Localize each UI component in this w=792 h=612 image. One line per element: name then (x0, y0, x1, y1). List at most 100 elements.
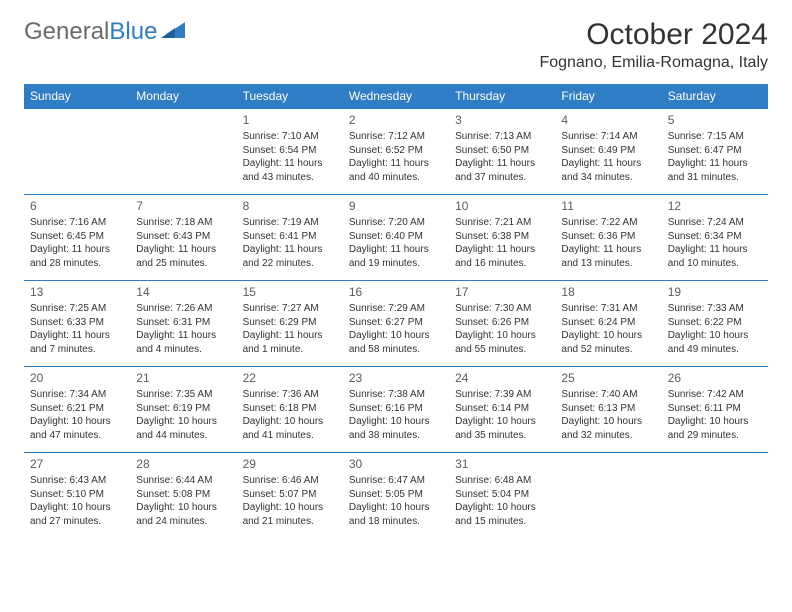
calendar-day-cell: 19Sunrise: 7:33 AMSunset: 6:22 PMDayligh… (662, 281, 768, 367)
calendar-day-cell: 23Sunrise: 7:38 AMSunset: 6:16 PMDayligh… (343, 367, 449, 453)
sunrise-label: Sunrise: 7:10 AM (243, 130, 337, 144)
sunrise-label: Sunrise: 7:19 AM (243, 216, 337, 230)
daylight-label: Daylight: 11 hours and 19 minutes. (349, 243, 443, 270)
calendar-day-cell: 14Sunrise: 7:26 AMSunset: 6:31 PMDayligh… (130, 281, 236, 367)
day-number: 28 (136, 456, 230, 472)
sunset-label: Sunset: 5:10 PM (30, 488, 124, 502)
sunset-label: Sunset: 6:52 PM (349, 144, 443, 158)
sunset-label: Sunset: 6:22 PM (668, 316, 762, 330)
daylight-label: Daylight: 10 hours and 44 minutes. (136, 415, 230, 442)
calendar-header-cell: Sunday (24, 84, 130, 109)
calendar-day-cell: 10Sunrise: 7:21 AMSunset: 6:38 PMDayligh… (449, 195, 555, 281)
day-number: 31 (455, 456, 549, 472)
sunrise-label: Sunrise: 7:40 AM (561, 388, 655, 402)
sunset-label: Sunset: 5:05 PM (349, 488, 443, 502)
calendar-week-row: 1Sunrise: 7:10 AMSunset: 6:54 PMDaylight… (24, 109, 768, 195)
sunrise-label: Sunrise: 7:29 AM (349, 302, 443, 316)
header: GeneralBlue October 2024 Fognano, Emilia… (24, 18, 768, 72)
calendar-body: 1Sunrise: 7:10 AMSunset: 6:54 PMDaylight… (24, 109, 768, 539)
sunset-label: Sunset: 6:54 PM (243, 144, 337, 158)
calendar-day-cell: 26Sunrise: 7:42 AMSunset: 6:11 PMDayligh… (662, 367, 768, 453)
day-number: 19 (668, 284, 762, 300)
daylight-label: Daylight: 11 hours and 16 minutes. (455, 243, 549, 270)
calendar-day-cell: 17Sunrise: 7:30 AMSunset: 6:26 PMDayligh… (449, 281, 555, 367)
calendar-header-cell: Monday (130, 84, 236, 109)
day-number: 24 (455, 370, 549, 386)
day-number: 20 (30, 370, 124, 386)
sunrise-label: Sunrise: 7:12 AM (349, 130, 443, 144)
sunrise-label: Sunrise: 7:14 AM (561, 130, 655, 144)
calendar-day-cell: 13Sunrise: 7:25 AMSunset: 6:33 PMDayligh… (24, 281, 130, 367)
calendar-header-row: SundayMondayTuesdayWednesdayThursdayFrid… (24, 84, 768, 109)
day-number: 23 (349, 370, 443, 386)
sunrise-label: Sunrise: 6:46 AM (243, 474, 337, 488)
sunset-label: Sunset: 6:13 PM (561, 402, 655, 416)
day-number: 22 (243, 370, 337, 386)
calendar-day-cell: 29 Sunrise: 6:46 AMSunset: 5:07 PMDayligh… (237, 453, 343, 539)
sunset-label: Sunset: 6:36 PM (561, 230, 655, 244)
daylight-label: Daylight: 11 hours and 22 minutes. (243, 243, 337, 270)
sunset-label: Sunset: 6:33 PM (30, 316, 124, 330)
sunset-label: Sunset: 6:50 PM (455, 144, 549, 158)
sunset-label: Sunset: 6:34 PM (668, 230, 762, 244)
daylight-label: Daylight: 10 hours and 21 minutes. (243, 501, 337, 528)
sunset-label: Sunset: 6:47 PM (668, 144, 762, 158)
sunrise-label: Sunrise: 6:43 AM (30, 474, 124, 488)
day-number: 26 (668, 370, 762, 386)
day-number: 13 (30, 284, 124, 300)
calendar-day-cell: 25Sunrise: 7:40 AMSunset: 6:13 PMDayligh… (555, 367, 661, 453)
sunrise-label: Sunrise: 6:47 AM (349, 474, 443, 488)
daylight-label: Daylight: 11 hours and 40 minutes. (349, 157, 443, 184)
calendar-table: SundayMondayTuesdayWednesdayThursdayFrid… (24, 84, 768, 539)
daylight-label: Daylight: 10 hours and 18 minutes. (349, 501, 443, 528)
sunrise-label: Sunrise: 7:27 AM (243, 302, 337, 316)
logo-text-blue: Blue (109, 18, 157, 45)
sunset-label: Sunset: 6:43 PM (136, 230, 230, 244)
triangle-icon (161, 20, 187, 45)
calendar-header-cell: Friday (555, 84, 661, 109)
day-number: 15 (243, 284, 337, 300)
day-number: 29 (243, 456, 337, 472)
sunrise-label: Sunrise: 7:18 AM (136, 216, 230, 230)
sunrise-label: Sunrise: 7:30 AM (455, 302, 549, 316)
daylight-label: Daylight: 11 hours and 4 minutes. (136, 329, 230, 356)
sunrise-label: Sunrise: 7:36 AM (243, 388, 337, 402)
calendar-day-cell: 18Sunrise: 7:31 AMSunset: 6:24 PMDayligh… (555, 281, 661, 367)
daylight-label: Daylight: 10 hours and 38 minutes. (349, 415, 443, 442)
day-number: 17 (455, 284, 549, 300)
sunset-label: Sunset: 6:41 PM (243, 230, 337, 244)
calendar-header-cell: Tuesday (237, 84, 343, 109)
day-number: 8 (243, 198, 337, 214)
daylight-label: Daylight: 10 hours and 49 minutes. (668, 329, 762, 356)
daylight-label: Daylight: 11 hours and 34 minutes. (561, 157, 655, 184)
calendar-day-cell: 21 Sunrise: 7:35 AMSunset: 6:19 PMDayligh… (130, 367, 236, 453)
day-number: 18 (561, 284, 655, 300)
calendar-day-cell: 5Sunrise: 7:15 AMSunset: 6:47 PMDaylight… (662, 109, 768, 195)
logo-text-general: General (24, 18, 109, 45)
sunrise-label: Sunrise: 7:16 AM (30, 216, 124, 230)
sunset-label: Sunset: 6:29 PM (243, 316, 337, 330)
sunset-label: Sunset: 6:16 PM (349, 402, 443, 416)
sunrise-label: Sunrise: 7:22 AM (561, 216, 655, 230)
sunrise-label: Sunrise: 7:31 AM (561, 302, 655, 316)
daylight-label: Daylight: 11 hours and 7 minutes. (30, 329, 124, 356)
calendar-day-cell: 2Sunrise: 7:12 AMSunset: 6:52 PMDaylight… (343, 109, 449, 195)
sunset-label: Sunset: 6:26 PM (455, 316, 549, 330)
calendar-day-cell: 12Sunrise: 7:24 AMSunset: 6:34 PMDayligh… (662, 195, 768, 281)
calendar-header-cell: Saturday (662, 84, 768, 109)
sunrise-label: Sunrise: 7:24 AM (668, 216, 762, 230)
sunset-label: Sunset: 5:07 PM (243, 488, 337, 502)
day-number: 4 (561, 112, 655, 128)
page-title: October 2024 (539, 18, 768, 52)
day-number: 10 (455, 198, 549, 214)
sunset-label: Sunset: 6:31 PM (136, 316, 230, 330)
sunset-label: Sunset: 6:19 PM (136, 402, 230, 416)
daylight-label: Daylight: 10 hours and 47 minutes. (30, 415, 124, 442)
daylight-label: Daylight: 11 hours and 1 minute. (243, 329, 337, 356)
calendar-day-cell (130, 109, 236, 195)
calendar-day-cell: 15 Sunrise: 7:27 AMSunset: 6:29 PMDayligh… (237, 281, 343, 367)
day-number: 21 (136, 370, 230, 386)
logo: GeneralBlue (24, 18, 187, 46)
sunrise-label: Sunrise: 7:35 AM (136, 388, 230, 402)
calendar-day-cell: 4Sunrise: 7:14 AMSunset: 6:49 PMDaylight… (555, 109, 661, 195)
